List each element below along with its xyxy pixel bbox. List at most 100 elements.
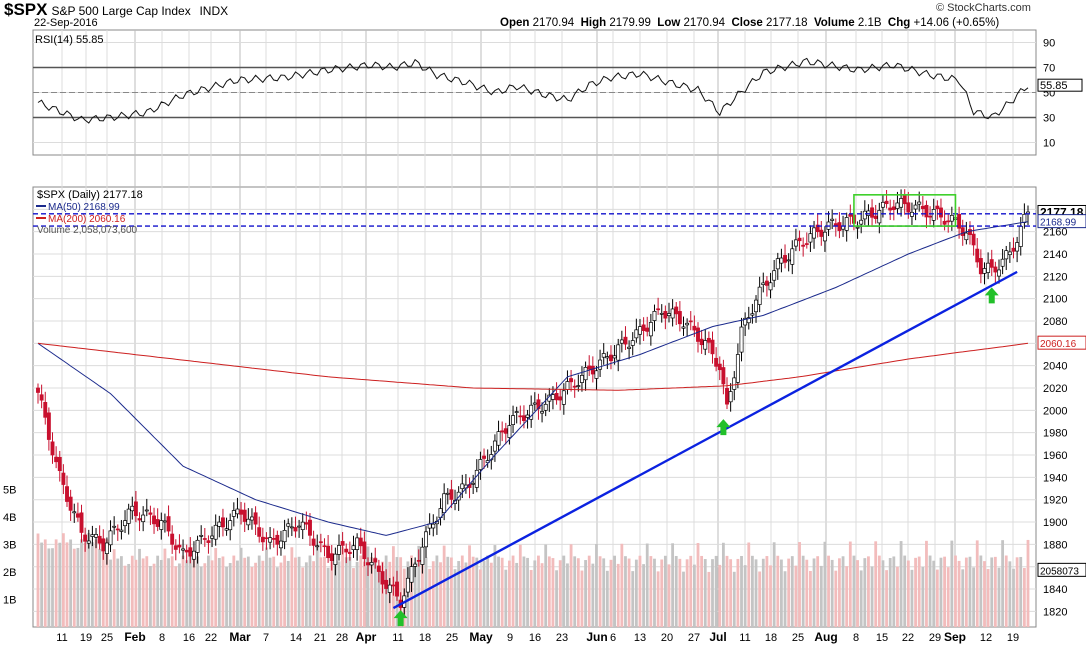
volume-bar [518,544,522,627]
volume-bar [1019,556,1023,627]
candle-body [819,229,824,237]
volume-bar [856,560,859,627]
volume-bar [830,559,834,627]
candle-body [213,524,218,540]
volume-bar [1008,561,1012,627]
candle-body [315,545,320,548]
candle-body [391,584,396,587]
candle-body [721,367,726,385]
volume-bar [272,556,276,627]
volume-bar [591,563,595,627]
candle-body [304,522,309,525]
volume-bar [776,555,780,627]
volume-bar [838,558,841,627]
volume-bar [997,567,1001,627]
candle-body [692,325,697,331]
candle-body [97,535,102,544]
volume-bar [678,558,682,627]
candle-body [772,270,777,281]
candle-body [1007,251,1012,256]
volume-bar [326,567,330,627]
volume-bar [555,570,558,627]
volume-bar [859,570,863,627]
volume-bar [954,555,957,627]
candle-body [50,441,55,456]
volume-bar [754,559,758,627]
volume-bar [228,563,232,627]
volume-bar [265,547,268,627]
volume-bar [638,555,642,627]
legend-ma50: MA(50) 2168.99 [48,202,120,213]
x-tick-label: 19 [1007,632,1019,644]
candle-body [369,562,374,566]
close-label: Close [731,17,763,29]
volume-bar [834,570,838,627]
high-label: High [580,17,607,29]
volume-bar [112,549,116,627]
candle-body [728,391,733,403]
price-tick-label: 2160 [1043,227,1067,239]
chart-title: $SPX S&P 500 Large Cap Index INDX [4,0,228,20]
volume-bar [921,566,925,627]
volume-bar [359,555,363,627]
candle-body [521,415,526,422]
volume-bar [457,561,461,627]
candle-body [619,339,624,344]
volume-bar [1015,557,1019,627]
x-tick-label: Mar [229,630,251,644]
candle-body [199,534,204,537]
candle-body [46,412,51,440]
candle-body [873,215,878,219]
candle-body [725,388,729,405]
candle-body [282,530,287,543]
candle-body [580,375,584,383]
candle-body [968,229,972,236]
x-tick-label: Sep [944,630,966,644]
price-tick-label: 1900 [1043,517,1067,529]
candle-body [576,385,581,387]
volume-bar [232,555,236,627]
volume-bar [649,556,653,627]
candle-body [612,355,617,359]
candle-body [754,299,758,313]
volume-bar [275,567,279,627]
volume-bar [355,561,359,627]
volume-bar [674,556,678,627]
volume-bar [714,555,718,627]
candle-body [685,322,690,326]
candle-body [86,540,91,544]
volume-bar [798,542,801,627]
volume-bar [261,560,265,627]
candle-body [1022,213,1027,223]
volume-bar [497,556,500,627]
x-tick-label: 22 [902,632,914,644]
volume-bar [845,566,849,627]
candle-body [210,535,215,539]
candle-body [561,390,566,405]
candle-body [228,520,233,531]
volume-bar [711,559,714,627]
volume-bar [642,564,646,627]
candle-body [220,517,225,528]
x-tick-label: 11 [56,632,67,644]
x-tick-label: 19 [80,632,92,644]
volume-tick-label: 5B [3,485,16,497]
candle-body [496,431,501,446]
candle-body [445,492,450,495]
volume-bar [72,548,76,627]
candle-body [355,537,360,550]
candle-body [801,244,806,247]
x-tick-label: 25 [101,632,113,644]
volume-bar [167,558,170,627]
x-tick-label: Jun [586,630,607,644]
up-arrow-icon [716,419,731,436]
candle-body [543,403,548,411]
price-tick-label: 2000 [1043,405,1067,417]
candle-body [362,541,367,560]
volume-bar [928,555,932,627]
candle-body [779,257,784,264]
candle-body [837,222,842,231]
volume-bar [1004,555,1008,627]
candle-body [347,551,352,554]
candle-body [191,550,196,560]
